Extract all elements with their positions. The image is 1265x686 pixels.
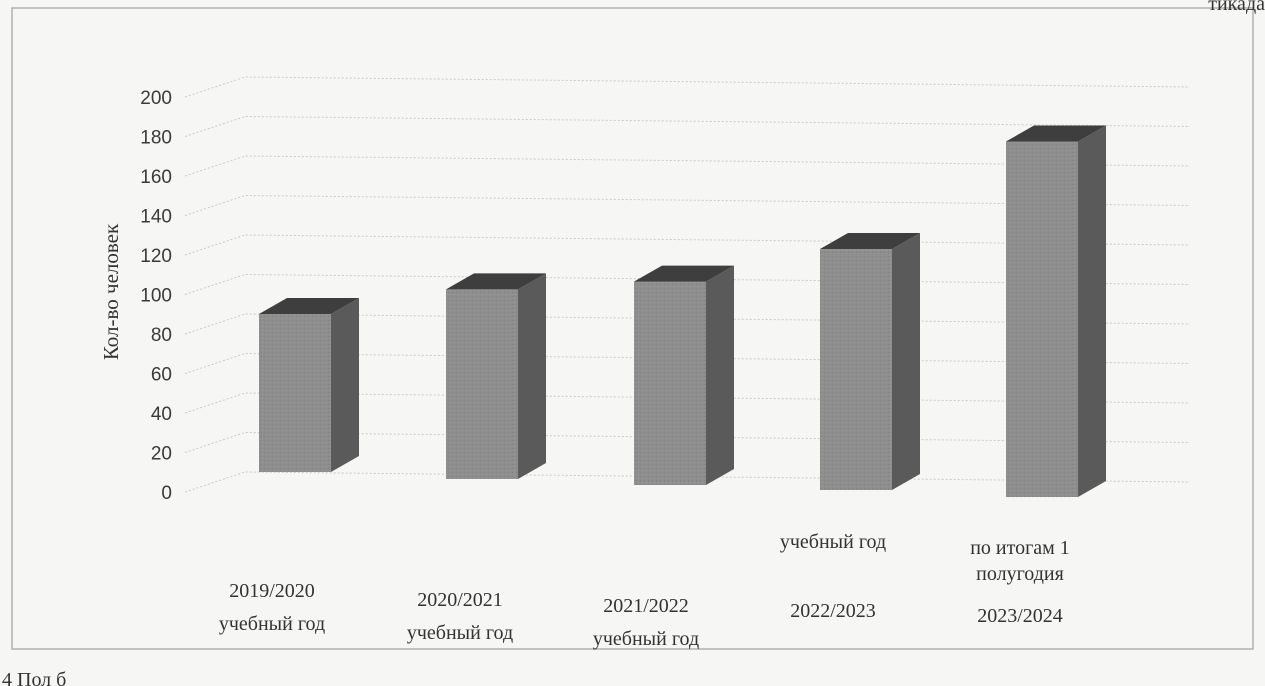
bar-side [518, 273, 546, 479]
y-tick-label: 180 [140, 128, 172, 149]
gridline [184, 115, 1191, 137]
gridline [184, 194, 1191, 216]
y-tick-label: 200 [140, 88, 172, 109]
x-category-label: 2019/2020 [229, 580, 315, 602]
x-category-label: по итогам 1 [970, 537, 1070, 559]
bar-3 [634, 265, 734, 485]
x-category-label: учебный год [407, 622, 513, 644]
x-axis-labels: 2019/2020 учебный год 2020/2021 учебный год… [219, 531, 1070, 650]
bar-top [259, 298, 359, 314]
y-tick-label: 40 [151, 404, 172, 425]
x-category-label: 2021/2022 [603, 595, 689, 617]
page-fragment-top-right: тикада [1208, 0, 1265, 15]
y-tick-label: 100 [140, 286, 172, 307]
y-tick-label: 120 [140, 246, 172, 267]
bar-texture [634, 281, 706, 485]
bar-top [446, 273, 546, 290]
x-category-label: учебный год [219, 613, 325, 635]
bar-2 [446, 273, 546, 479]
bar-side [331, 298, 359, 472]
bar-1 [259, 298, 359, 472]
bar-texture [1006, 141, 1078, 497]
bar-4 [820, 233, 920, 491]
bar-side [706, 265, 734, 485]
y-tick-label: 0 [161, 483, 172, 504]
bar-top [820, 233, 920, 250]
chart-frame [11, 7, 1254, 650]
bar-top [1006, 125, 1106, 142]
bar-5 [1006, 125, 1106, 497]
gridline [184, 76, 1191, 98]
x-category-label: полугодия [976, 563, 1064, 585]
gridline [184, 155, 1191, 177]
y-axis-ticks: 0 20 40 60 80 100 120 140 160 180 200 [140, 88, 172, 504]
bar-side [1078, 125, 1106, 497]
x-category-label: учебный год [593, 628, 699, 650]
y-tick-label: 140 [140, 207, 172, 228]
x-category-label: учебный год [780, 531, 886, 553]
y-tick-label: 60 [151, 365, 172, 386]
bar-texture [259, 314, 331, 472]
bar-side [892, 233, 920, 491]
y-axis-title: Кол-во человек [99, 223, 123, 360]
x-category-label: 2020/2021 [417, 589, 503, 611]
y-tick-label: 160 [140, 167, 172, 188]
y-tick-label: 80 [151, 325, 172, 346]
bar-texture [446, 289, 518, 479]
x-category-label: 2023/2024 [977, 605, 1063, 627]
page-fragment-bottom-left: 4 Пол б [2, 669, 66, 686]
y-tick-label: 20 [151, 444, 172, 465]
x-category-label: 2022/2023 [790, 600, 876, 622]
bars [259, 125, 1106, 497]
bar-top [634, 265, 734, 282]
bar-texture [820, 249, 892, 490]
